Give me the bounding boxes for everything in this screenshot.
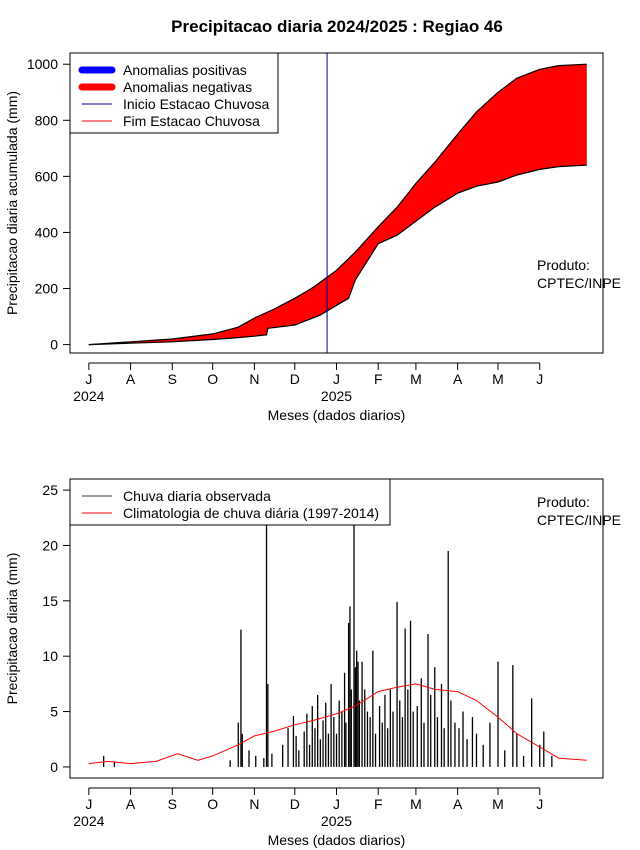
x-tick-label: S (168, 371, 177, 387)
legend-box (69, 52, 279, 134)
legend-box (69, 478, 391, 526)
chart-title: Precipitacao diaria 2024/2025 : Regiao 4… (171, 17, 503, 36)
x-tick-label: N (249, 371, 259, 387)
y-tick-label: 10 (42, 648, 58, 664)
x-tick-label: M (410, 371, 422, 387)
y-tick-label: 25 (42, 482, 58, 498)
y-axis-title: Precipitacao diaria acumulada (mm) (4, 91, 20, 315)
year-label: 2025 (321, 813, 352, 829)
legend-label: Chuva diaria observada (123, 488, 271, 504)
legend-label: Inicio Estacao Chuvosa (123, 96, 270, 112)
x-tick-label: S (168, 796, 177, 812)
x-tick-label: J (536, 371, 543, 387)
product-credit: CPTEC/INPE (537, 512, 621, 528)
legend-label: Anomalias positivas (123, 62, 247, 78)
x-tick-label: M (492, 371, 504, 387)
y-tick-label: 5 (50, 704, 58, 720)
legend-label: Anomalias negativas (123, 79, 252, 95)
x-tick-label: J (333, 371, 340, 387)
x-tick-label: D (290, 796, 300, 812)
y-tick-label: 0 (50, 759, 58, 775)
x-tick-label: A (126, 796, 136, 812)
y-tick-label: 20 (42, 537, 58, 553)
y-tick-label: 800 (35, 112, 59, 128)
legend-label: Climatologia de chuva diária (1997-2014) (123, 505, 379, 521)
year-label: 2024 (73, 388, 104, 404)
x-tick-label: A (453, 796, 463, 812)
y-axis-title: Precipitacao diaria (mm) (4, 553, 20, 705)
plot-frame (69, 52, 604, 354)
x-tick-label: A (126, 371, 136, 387)
product-credit: Produto: (537, 257, 590, 273)
x-tick-label: O (207, 796, 218, 812)
x-tick-label: A (453, 371, 463, 387)
x-tick-label: F (374, 796, 383, 812)
x-tick-label: J (85, 796, 92, 812)
observed-cumulative-line (88, 164, 587, 346)
x-tick-label: N (249, 796, 259, 812)
y-tick-label: 200 (35, 281, 59, 297)
product-credit: CPTEC/INPE (537, 275, 621, 291)
y-tick-label: 15 (42, 593, 58, 609)
x-tick-label: J (536, 796, 543, 812)
y-tick-label: 400 (35, 224, 59, 240)
x-tick-label: M (492, 796, 504, 812)
climatology-cumulative-line (88, 63, 587, 346)
negative-anomaly-area (88, 64, 587, 345)
y-tick-label: 600 (35, 168, 59, 184)
climatology-daily-line (88, 683, 587, 765)
year-label: 2024 (73, 813, 104, 829)
x-tick-label: M (410, 796, 422, 812)
x-axis-title: Meses (dados diarios) (268, 832, 406, 848)
x-axis-title: Meses (dados diarios) (268, 407, 406, 423)
x-tick-label: J (333, 796, 340, 812)
y-tick-label: 0 (50, 337, 58, 353)
year-label: 2025 (321, 388, 352, 404)
x-tick-label: F (374, 371, 383, 387)
x-tick-label: D (290, 371, 300, 387)
x-tick-label: O (207, 371, 218, 387)
y-tick-label: 1000 (27, 56, 58, 72)
legend-label: Fim Estacao Chuvosa (123, 113, 260, 129)
x-tick-label: J (85, 371, 92, 387)
product-credit: Produto: (537, 494, 590, 510)
